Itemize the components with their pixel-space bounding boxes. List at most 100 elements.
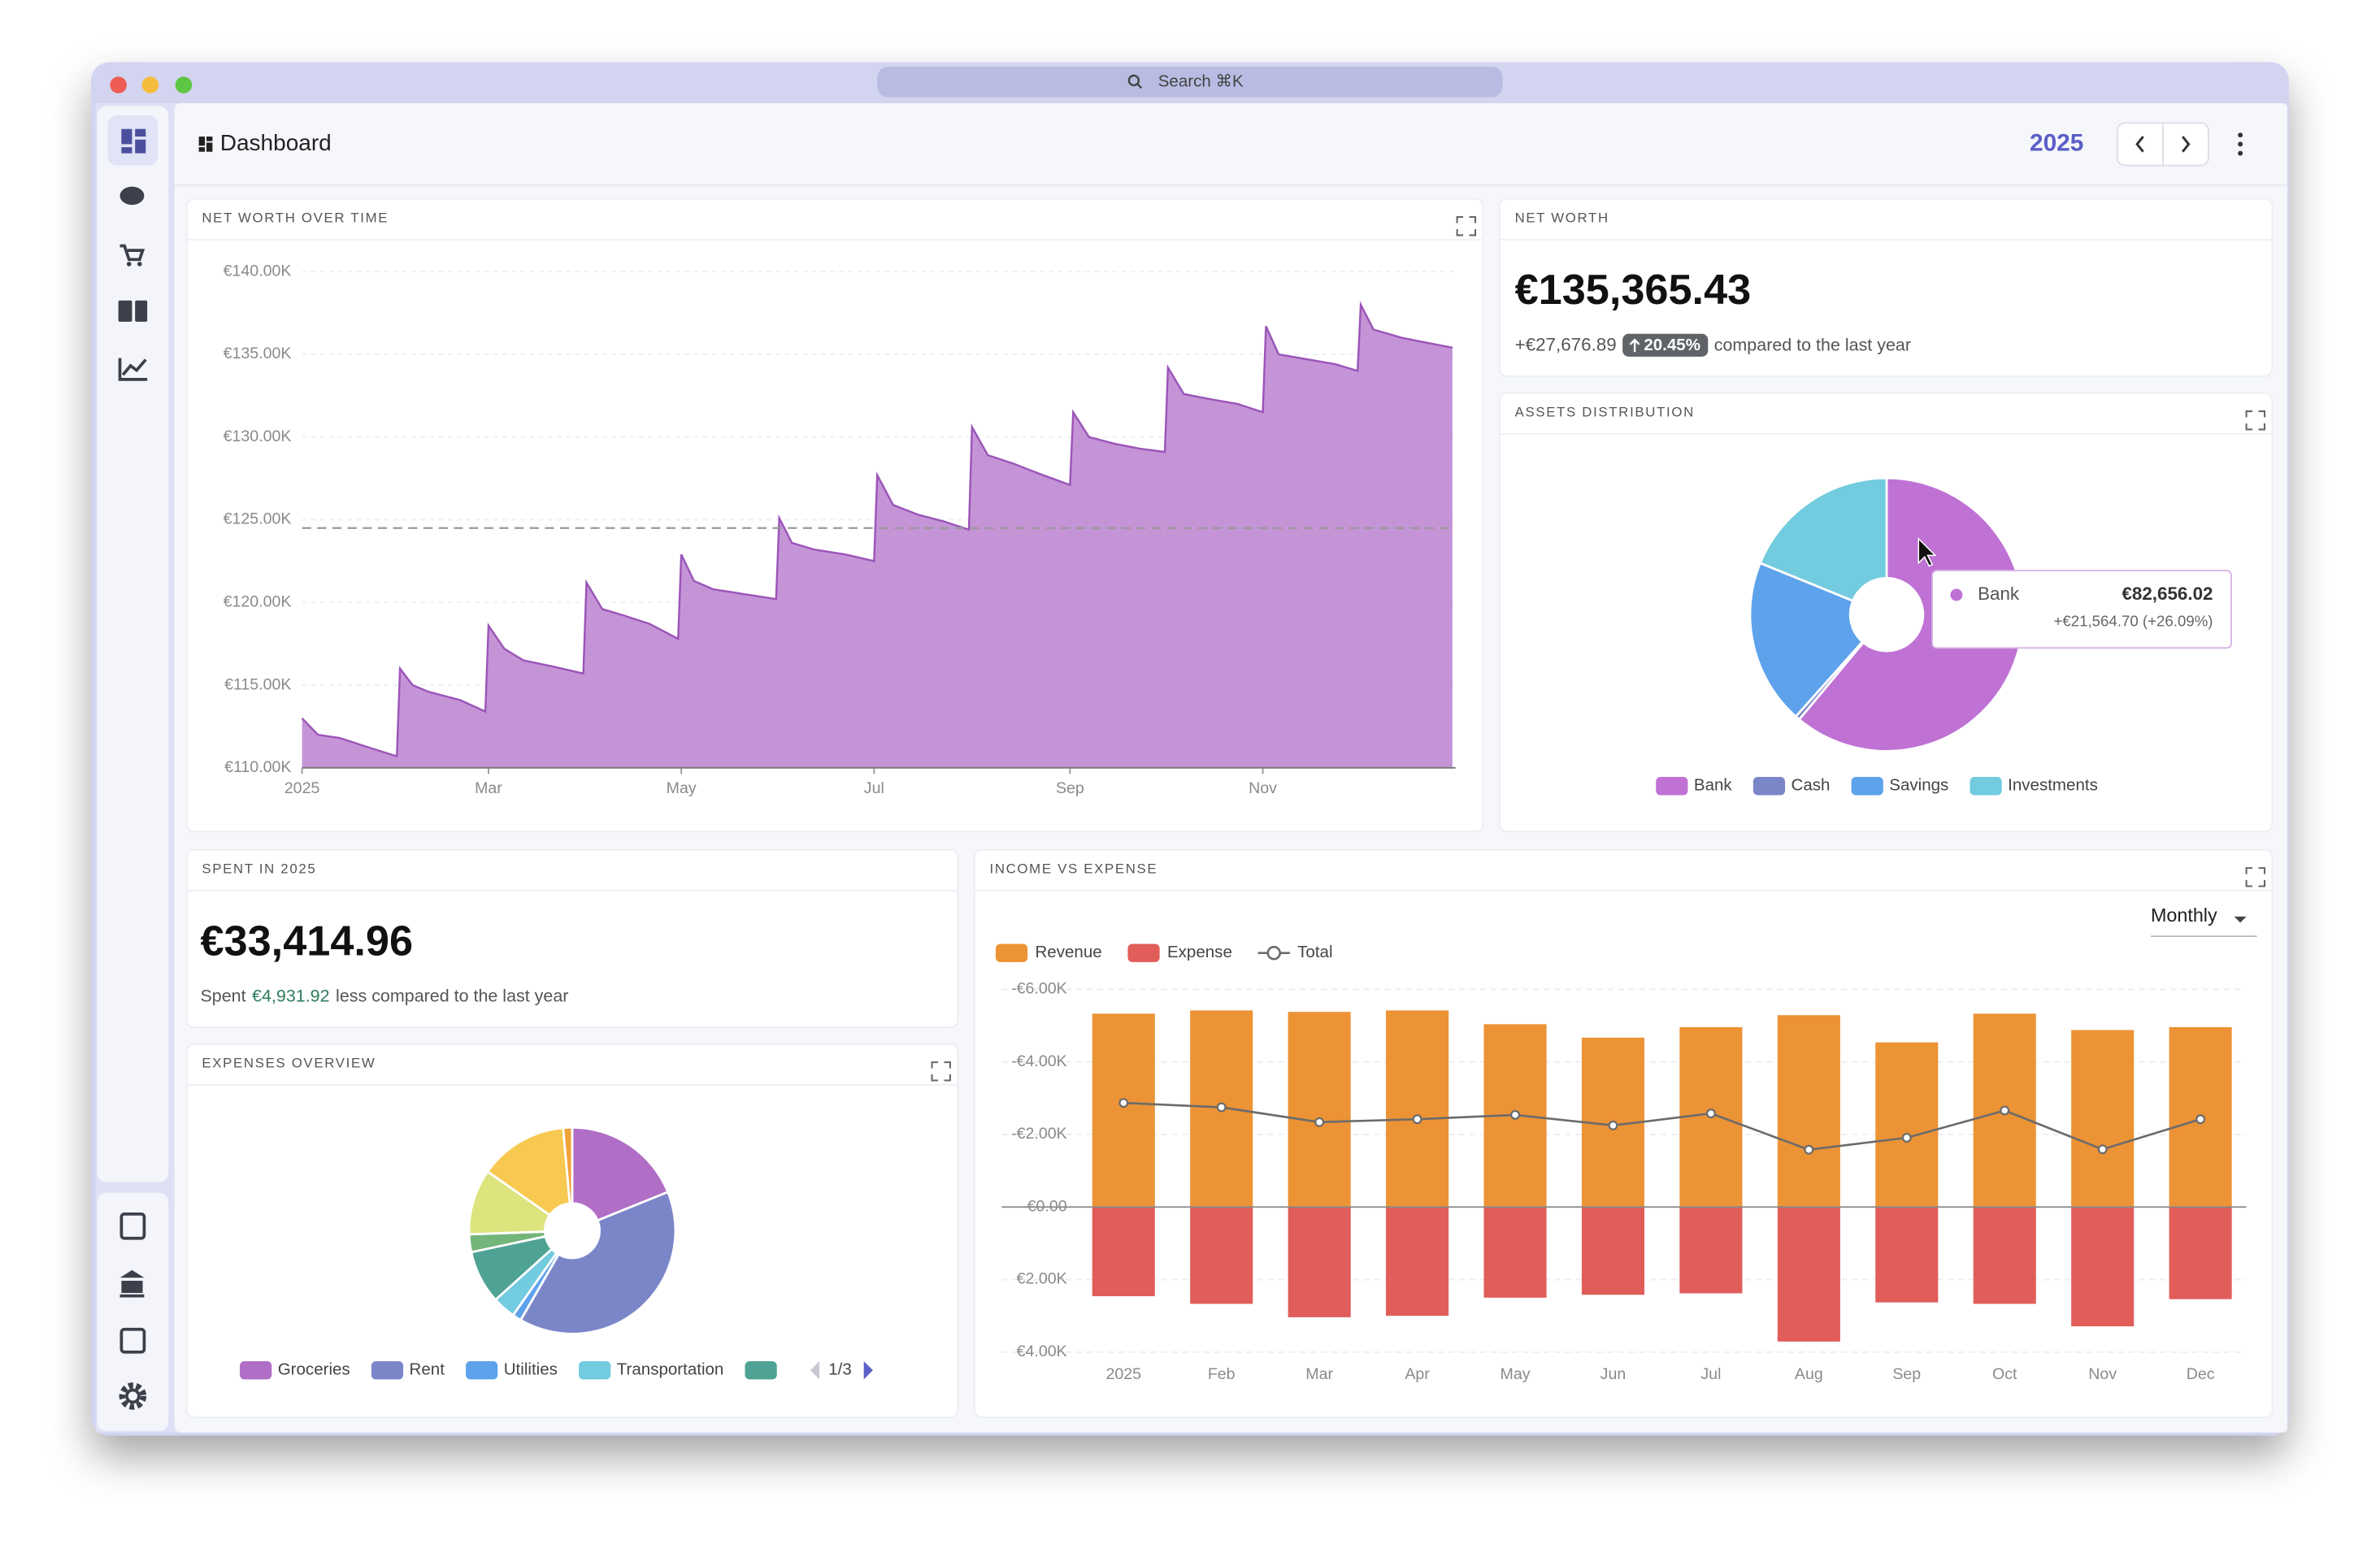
nav-import[interactable] — [119, 1327, 146, 1354]
search-bar[interactable] — [877, 67, 1503, 98]
total-line — [1123, 1101, 2201, 1152]
tooltip-value: €82,656.02 — [2122, 583, 2213, 604]
bar — [1875, 1207, 1939, 1303]
legend-next[interactable] — [863, 1360, 873, 1380]
area-line — [301, 301, 1453, 758]
legend-label: Utilities — [504, 1360, 558, 1379]
y-tick-label: €130.00K — [224, 427, 292, 445]
x-tick-label: Jul — [864, 779, 884, 797]
legend-label: Expense — [1167, 943, 1232, 961]
bar — [1190, 1207, 1253, 1304]
tooltip-name: Bank — [1978, 583, 2020, 604]
change-badge — [1622, 333, 1709, 357]
legend-label: Bank — [1694, 776, 1733, 795]
y-tick-label: €115.00K — [224, 675, 291, 693]
tooltip-dot — [1950, 588, 1963, 601]
total-point — [1216, 1102, 1227, 1113]
bar — [1386, 1010, 1449, 1208]
card — [185, 1043, 959, 1418]
x-tick-label: Nov — [2088, 1365, 2117, 1383]
legend-swatch — [1656, 777, 1688, 796]
dropdown-caret — [2234, 916, 2247, 923]
pie-slice — [1797, 476, 2025, 753]
nav-bank[interactable] — [119, 1269, 145, 1298]
legend-swatch — [240, 1360, 272, 1380]
legend-swatch — [745, 1360, 777, 1380]
total-point — [1510, 1109, 1521, 1120]
close-button[interactable] — [110, 76, 127, 93]
x-tick-label: May — [1501, 1365, 1531, 1383]
spent-value: €33,414.96 — [200, 917, 413, 965]
y-tick-label: €2.00K — [1017, 1270, 1067, 1288]
legend-swatch — [371, 1360, 404, 1380]
cursor — [1917, 537, 1937, 567]
legend-prev[interactable] — [810, 1360, 820, 1380]
card-title: NET WORTH OVER TIME — [202, 210, 389, 225]
menu[interactable] — [2238, 132, 2243, 156]
bar — [1092, 1013, 1155, 1208]
legend-label: Transportation — [617, 1360, 724, 1379]
sidebar — [97, 106, 169, 1182]
spent-note: less compared to the last year — [336, 986, 568, 1005]
total-point — [1901, 1133, 1912, 1143]
year: 2025 — [2030, 129, 2083, 156]
legend-label: Revenue — [1035, 943, 1101, 961]
comparison-note: compared to the last year — [1714, 335, 1911, 354]
card-title: ASSETS DISTRIBUTION — [1515, 404, 1695, 419]
area-fill — [302, 304, 1453, 768]
total-point — [1314, 1117, 1325, 1127]
legend-swatch — [579, 1360, 611, 1380]
y-tick-label: -€2.00K — [1011, 1125, 1067, 1143]
nav-settings[interactable] — [119, 1382, 147, 1410]
legend-swatch — [995, 944, 1028, 962]
nav-reports[interactable] — [118, 358, 148, 381]
expand-button[interactable] — [931, 1061, 951, 1082]
dashboard-icon — [198, 137, 213, 152]
x-tick-label: Dec — [2187, 1365, 2215, 1383]
change-percent: 20.45% — [1644, 336, 1700, 354]
legend-label: Groceries — [278, 1360, 350, 1379]
x-tick-label: May — [667, 779, 697, 797]
zoom-button[interactable] — [175, 76, 193, 93]
spent-difference: €4,931.92 — [252, 986, 330, 1005]
legend-page: 1/3 — [828, 1360, 852, 1379]
prev-year[interactable] — [2135, 136, 2144, 153]
spent-prefix: Spent — [200, 986, 245, 1005]
x-tick-label: Feb — [1208, 1365, 1236, 1383]
legend-label: Savings — [1889, 776, 1948, 795]
total-point — [1412, 1114, 1422, 1125]
bar — [1483, 1207, 1547, 1298]
nav-dashboard[interactable] — [121, 128, 146, 154]
total-point — [2097, 1144, 2108, 1155]
total-point — [2000, 1105, 2010, 1116]
y-tick-label: -€6.00K — [1011, 980, 1067, 998]
legend-label: Cash — [1792, 776, 1831, 795]
expand-button[interactable] — [1456, 215, 1477, 236]
legend-label: Total — [1297, 943, 1332, 961]
nav-accounts[interactable] — [118, 300, 132, 322]
nav-shopping-wheel — [137, 262, 142, 267]
x-tick-label: 2025 — [284, 779, 320, 797]
x-tick-label: Sep — [1056, 779, 1084, 797]
expand-button[interactable] — [2245, 410, 2266, 431]
period-select[interactable]: Monthly — [2151, 904, 2217, 926]
x-tick-label: Jun — [1600, 1365, 1626, 1383]
minimize-button[interactable] — [141, 76, 159, 93]
sidebar-bottom — [97, 1192, 169, 1431]
card — [1498, 392, 2274, 833]
x-tick-label: Apr — [1405, 1365, 1430, 1383]
nav-shopping[interactable] — [119, 244, 145, 262]
total-point — [2195, 1114, 2206, 1125]
card — [1498, 197, 2274, 378]
pie-slice — [1748, 561, 1865, 718]
nav-budget[interactable] — [119, 186, 145, 206]
next-year[interactable] — [2182, 136, 2191, 153]
nav-notes[interactable] — [119, 1212, 146, 1240]
total-point — [1705, 1108, 1716, 1119]
bar — [2071, 1030, 2135, 1208]
net-worth-value: €135,365.43 — [1515, 267, 1752, 314]
pie-slice — [1758, 476, 1888, 603]
expand-button[interactable] — [2245, 867, 2266, 887]
bar — [1288, 1012, 1351, 1208]
